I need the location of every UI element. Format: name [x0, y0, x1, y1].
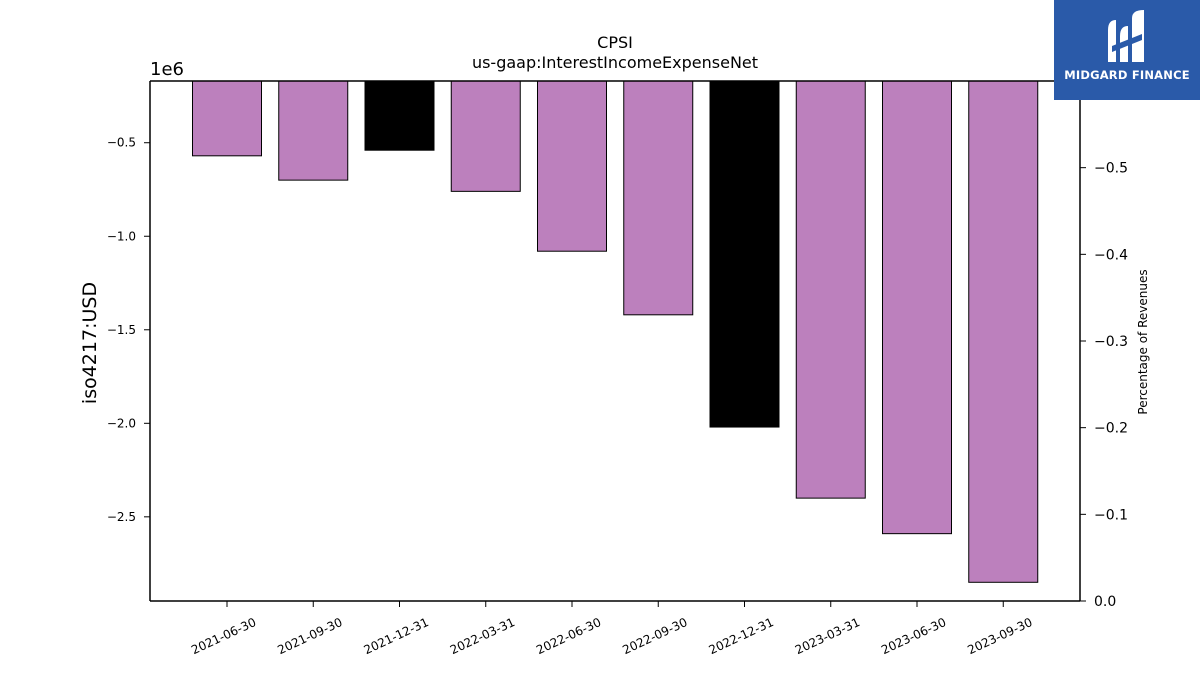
- chart-title: CPSI: [597, 33, 633, 52]
- y-tick-label: −2.0: [107, 416, 136, 430]
- y-offset-label: 1e6: [150, 59, 184, 80]
- bar: [709, 80, 780, 428]
- bar: [537, 80, 607, 252]
- y-tick-label: −2.5: [107, 510, 136, 524]
- brand-logo: MIDGARD FINANCE: [1054, 0, 1200, 100]
- y2-tick-label: −0.5: [1094, 161, 1128, 177]
- x-tick-label: 2022-06-30: [534, 615, 603, 657]
- x-tick-label: 2022-09-30: [620, 615, 689, 657]
- x-tick-label: 2023-09-30: [965, 615, 1034, 657]
- y2-tick-label: −0.1: [1094, 507, 1128, 523]
- y2-tick-label: −0.2: [1094, 421, 1128, 437]
- bar: [278, 80, 349, 181]
- bar: [192, 80, 262, 157]
- y-tick-label: −1.5: [107, 323, 136, 337]
- x-tick-label: 2021-06-30: [189, 615, 258, 657]
- y2-tick-label: 0.0: [1094, 594, 1116, 610]
- brand-name: MIDGARD FINANCE: [1064, 68, 1190, 82]
- chart-subtitle: us-gaap:InterestIncomeExpenseNet: [472, 53, 758, 72]
- bar: [795, 80, 866, 499]
- x-tick-label: 2023-03-31: [793, 615, 862, 657]
- y2-tick-label: −0.4: [1094, 247, 1128, 263]
- x-tick-label: 2021-12-31: [362, 615, 431, 657]
- bar: [364, 80, 435, 151]
- bar: [968, 80, 1039, 583]
- x-tick-label: 2021-09-30: [275, 615, 344, 657]
- y-tick-label: −1.0: [107, 229, 136, 243]
- x-tick-label: 2022-03-31: [448, 615, 517, 657]
- x-tick-label: 2022-12-31: [707, 615, 776, 657]
- bar: [623, 80, 694, 316]
- y-axis-label: iso4217:USD: [79, 282, 101, 404]
- y2-axis-label: Percentage of Revenues: [1136, 269, 1150, 414]
- bar: [882, 80, 952, 535]
- x-tick-label: 2023-06-30: [879, 615, 948, 657]
- y2-tick-label: −0.3: [1094, 334, 1128, 350]
- y-tick-label: −0.5: [107, 136, 136, 150]
- logo-mark-icon: [1108, 10, 1144, 62]
- bar: [450, 80, 521, 192]
